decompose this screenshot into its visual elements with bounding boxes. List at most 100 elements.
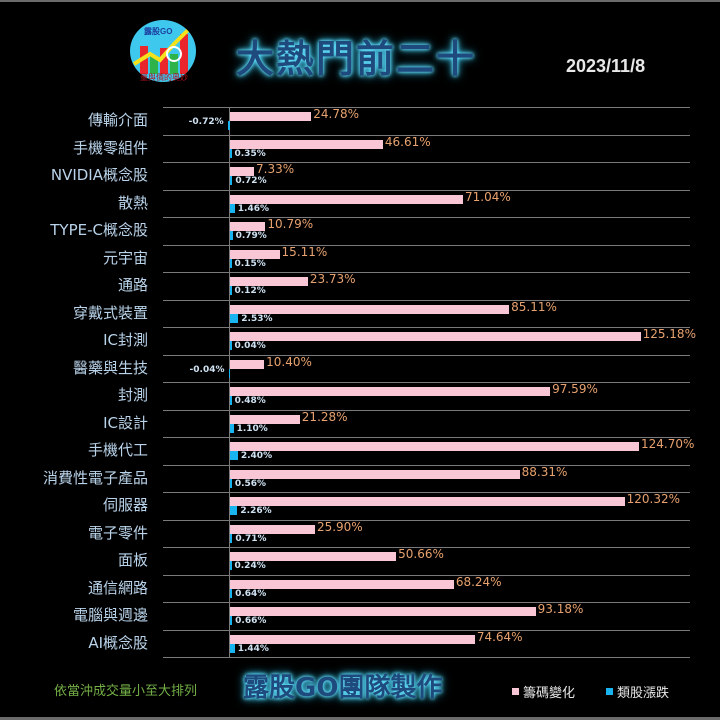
gridline (163, 354, 690, 356)
chip-change-value: 85.11% (511, 299, 557, 314)
gridline (163, 217, 690, 218)
category-label: 消費性電子產品 (42, 468, 148, 487)
sector-change-bar (230, 396, 232, 405)
chart-row: 電子零件 25.90% 0.71% (0, 520, 720, 548)
chart-row: 元宇宙 15.11% 0.15% (0, 245, 720, 273)
chart-row: 消費性電子產品 88.31% 0.56% (0, 465, 720, 493)
chip-change-value: 88.31% (521, 464, 568, 479)
category-label: AI概念股 (88, 633, 148, 652)
chart-row: 傳輸介面 24.78% -0.72% (0, 107, 720, 135)
chart-row: 電腦與週邊 93.18% 0.66% (0, 602, 720, 630)
chip-change-value: 50.66% (398, 547, 444, 561)
gridline (163, 547, 690, 548)
chip-change-value: 97.59% (552, 382, 598, 396)
chip-change-bar (230, 414, 300, 424)
gridline (163, 602, 690, 603)
sector-change-value: 0.79% (235, 231, 267, 241)
chip-change-value: 74.64% (476, 629, 523, 644)
legend-label: 籌碼變化 (523, 686, 576, 701)
sector-change-bar (230, 203, 235, 213)
category-label: 穿戴式裝置 (72, 303, 148, 322)
sector-change-bar (230, 148, 232, 158)
sector-change-bar (230, 616, 233, 625)
chart-row: 穿戴式裝置 85.11% 2.53% (0, 300, 720, 328)
chart-row: TYPE-C概念股 10.79% 0.79% (0, 217, 720, 245)
category-label: 封測 (117, 386, 148, 404)
chip-change-bar (230, 634, 475, 644)
category-label: 通路 (117, 276, 148, 294)
chip-change-value: 24.78% (313, 107, 360, 121)
gridline (163, 244, 690, 246)
sector-change-bar (230, 561, 232, 570)
chart-row: 手機代工 124.70% 2.40% (0, 437, 720, 465)
sort-note: 依當沖成交量小至大排列 (54, 684, 198, 699)
sector-change-bar (230, 286, 232, 295)
top-border (0, 0, 720, 2)
logo-bar-icon (160, 48, 168, 74)
logo-circle: 露股GO (130, 20, 196, 82)
gridline (163, 492, 690, 493)
chip-change-bar (230, 304, 510, 314)
logo-subtext: 量與價的奧妙 (140, 73, 188, 82)
category-label: 電腦與週邊 (72, 606, 148, 624)
gridline (163, 162, 690, 163)
legend-item-chip-change: 籌碼變化 (512, 682, 575, 701)
sector-change-bar (230, 423, 234, 433)
chart-row: 通信網路 68.24% 0.64% (0, 575, 720, 603)
chip-change-bar (230, 607, 536, 616)
sector-change-value: 2.53% (241, 313, 273, 324)
credit-title: 露股GO團隊製作 (243, 673, 443, 703)
chip-change-bar (230, 139, 383, 149)
gridline (163, 437, 690, 438)
chart-row: 通路 23.73% 0.12% (0, 272, 720, 300)
chip-change-value: 7.33% (256, 162, 295, 176)
category-label: 伺服器 (102, 496, 148, 514)
chip-change-value: 124.70% (641, 437, 695, 451)
category-label: 散熱 (117, 193, 148, 212)
chip-change-bar (230, 332, 641, 341)
chip-change-bar (230, 194, 463, 204)
sector-change-value: 0.04% (234, 341, 266, 351)
legend-swatch-pink-icon (512, 688, 519, 695)
sector-change-bar (227, 121, 230, 130)
gridline (163, 299, 690, 301)
sector-change-value: 0.15% (234, 258, 266, 269)
legend-label: 類股漲跌 (617, 686, 670, 701)
gridline (163, 657, 690, 658)
sector-change-bar (230, 478, 232, 488)
category-label: 面板 (117, 551, 148, 569)
sector-change-bar (230, 643, 235, 653)
chip-change-bar (230, 249, 280, 259)
sector-change-value: 0.24% (234, 561, 266, 571)
sector-change-bar (230, 451, 238, 460)
chip-change-value: 46.61% (384, 134, 431, 149)
logo-text: 露股GO (144, 27, 173, 36)
chart-row: IC設計 21.28% 1.10% (0, 410, 720, 438)
chip-change-bar (230, 552, 397, 561)
sector-change-value: 0.66% (235, 616, 267, 626)
gridline (163, 272, 690, 273)
chip-change-bar (230, 469, 520, 479)
gridline (163, 382, 690, 383)
category-label: 電子零件 (87, 523, 148, 542)
sector-change-bar (230, 588, 233, 598)
sector-change-value: 0.48% (234, 396, 266, 406)
chip-change-value: 120.32% (626, 492, 681, 506)
sector-change-value: 0.56% (234, 478, 267, 489)
chip-change-bar (230, 387, 551, 396)
chip-change-bar (230, 497, 625, 506)
chart-row: 醫藥與生技 10.40% -0.04% (0, 355, 720, 383)
category-label: IC封測 (103, 331, 148, 349)
legend-swatch-blue-icon (606, 688, 613, 695)
chart-row: 伺服器 120.32% 2.26% (0, 492, 720, 520)
page-title: 大熱門前二十 (236, 37, 477, 81)
sector-change-value: 0.71% (235, 533, 267, 544)
sector-change-bar (230, 341, 232, 350)
sector-change-value: 2.40% (240, 451, 273, 461)
logo-bar-icon (180, 34, 188, 74)
chart-row: 面板 50.66% 0.24% (0, 547, 720, 575)
chip-change-bar (230, 222, 266, 231)
chip-change-value: 25.90% (316, 519, 363, 534)
chip-change-bar (230, 524, 315, 534)
